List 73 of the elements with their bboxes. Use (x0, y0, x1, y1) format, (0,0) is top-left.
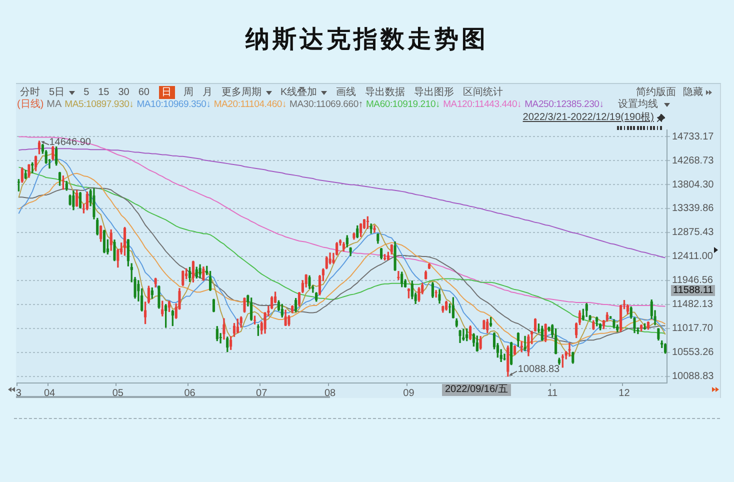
text: 设置均线 (618, 99, 658, 111)
text: 周 (184, 86, 194, 99)
y-tick-label: 14733.17 (672, 131, 714, 142)
candlestick (548, 326, 550, 332)
y-tick-label: 12411.00 (672, 251, 714, 262)
candlestick (226, 336, 229, 352)
text: 更多周期 (222, 86, 262, 99)
text: MA30:11069.660↑ (290, 99, 363, 111)
candlestick (24, 170, 27, 180)
candlestick (585, 303, 588, 317)
text: 分时 (20, 86, 40, 98)
x-tick-label: 08 (324, 388, 336, 399)
text: 隐藏 (683, 86, 703, 99)
text: 60 (138, 86, 150, 99)
text: 2022/09/16/五 (442, 384, 511, 396)
text: 月 (202, 86, 212, 99)
y-tick-label: 11017.70 (672, 323, 714, 334)
y-tick-label: 10553.26 (672, 347, 714, 358)
x-tick-label: 07 (256, 388, 268, 399)
text: 导出数据 (365, 86, 406, 99)
x-tick-label: 06 (184, 388, 196, 399)
text: 5日 (49, 86, 65, 99)
y-tick-label: 10088.83 (672, 371, 714, 382)
annotation: 14646.90 (49, 137, 91, 148)
candlestick (394, 241, 396, 271)
text: 15 (98, 86, 110, 99)
text: 11588.11 (671, 285, 715, 296)
text: 画线 (336, 86, 356, 99)
candlestick (572, 352, 574, 364)
candlestick (612, 319, 616, 328)
x-tick-label: 04 (44, 388, 56, 399)
text: MA60:10919.210↓ (366, 99, 440, 111)
candlestick (356, 225, 359, 238)
candlestick (198, 264, 202, 278)
text: 日 (158, 86, 174, 99)
text: MA120:11443.440↓ (443, 99, 522, 111)
text: MA20:11104.460↓ (214, 99, 287, 111)
x-tick-label: 11 (547, 388, 558, 399)
y-tick-label: 13804.30 (672, 179, 714, 190)
text: MA10:10969.350↓ (136, 99, 211, 111)
candlestick (458, 330, 462, 344)
y-tick-label: 11946.56 (672, 275, 714, 286)
text: 导出图形 (414, 86, 454, 99)
text: 2022/3/21-2022/12/19(190根) (522, 112, 654, 124)
text: K线叠加 (280, 86, 318, 99)
x-tick-label: 3 (16, 388, 22, 399)
candlestick (657, 328, 660, 341)
y-tick-label: 11482.13 (672, 299, 714, 310)
candlestick (438, 289, 441, 304)
candlestick (72, 190, 75, 210)
x-tick-label: 05 (112, 388, 124, 399)
x-tick-label: 09 (403, 388, 415, 399)
x-tick-label: 12 (618, 388, 630, 399)
candlestick (195, 266, 198, 279)
candlestick (65, 180, 68, 191)
annotation: 10088.83 (518, 364, 560, 376)
y-tick-label: 14268.73 (672, 155, 714, 166)
candlestick (308, 275, 311, 289)
text: 简约版面 (636, 86, 676, 98)
y-tick-label: 13339.86 (672, 203, 714, 214)
candlestick (158, 286, 160, 309)
chart-title: 纳斯达克指数走势图 (244, 25, 490, 55)
text: 5 (84, 86, 90, 99)
y-tick-label: 12875.43 (672, 227, 714, 238)
candlestick (370, 223, 372, 234)
text: MA250:12385.230↓ (524, 99, 604, 111)
candlestick (113, 240, 116, 262)
legend-title: (日线) MA (17, 99, 62, 111)
text: 区间统计 (463, 86, 504, 99)
text: MA5:10897.930↓ (64, 99, 134, 111)
candlestick (455, 318, 458, 328)
candlestick (376, 233, 380, 244)
text: 30 (118, 86, 130, 99)
